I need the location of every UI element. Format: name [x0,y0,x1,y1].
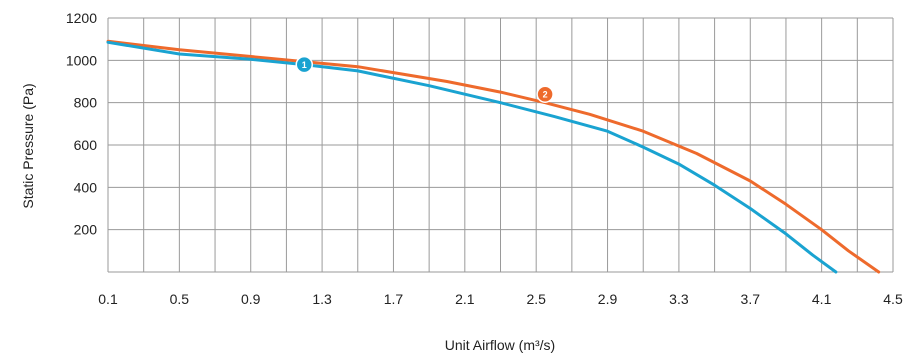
x-tick-label: 3.7 [741,291,761,307]
y-tick-labels: 200 400 600 800 1000 1200 [66,10,97,238]
x-tick-label: 0.5 [170,291,190,307]
y-tick-label: 600 [74,137,98,153]
series-lines [106,39,881,274]
x-tick-label: 4.1 [812,291,832,307]
x-axis-title: Unit Airflow (m³/s) [445,337,555,353]
x-tick-label: 3.3 [669,291,689,307]
y-tick-label: 800 [74,95,98,111]
y-tick-label: 200 [74,222,98,238]
x-tick-label: 1.7 [384,291,404,307]
series-1-marker [295,55,313,74]
series-2-marker-label: 2 [543,89,548,99]
y-axis-title: Static Pressure (Pa) [20,83,36,208]
x-tick-label: 1.3 [312,291,332,307]
series-2-line [106,39,881,274]
y-tick-label: 1000 [66,52,97,68]
y-tick-label: 1200 [66,10,97,26]
x-tick-label: 2.1 [455,291,475,307]
x-tick-label: 2.9 [598,291,618,307]
x-tick-label: 2.5 [526,291,546,307]
series-1-marker-label: 1 [302,60,307,70]
series-2-marker [536,85,554,103]
x-tick-label: 4.5 [883,291,903,307]
x-tick-label: 0.1 [98,291,118,307]
y-tick-label: 400 [74,179,98,195]
series-markers: 12 [295,55,554,103]
series-1-line [106,40,838,274]
x-tick-labels: 0.1 0.5 0.9 1.3 1.7 2.1 2.5 2.9 3.3 3.7 4.1 4.5 [98,291,903,307]
x-tick-label: 0.9 [241,291,261,307]
